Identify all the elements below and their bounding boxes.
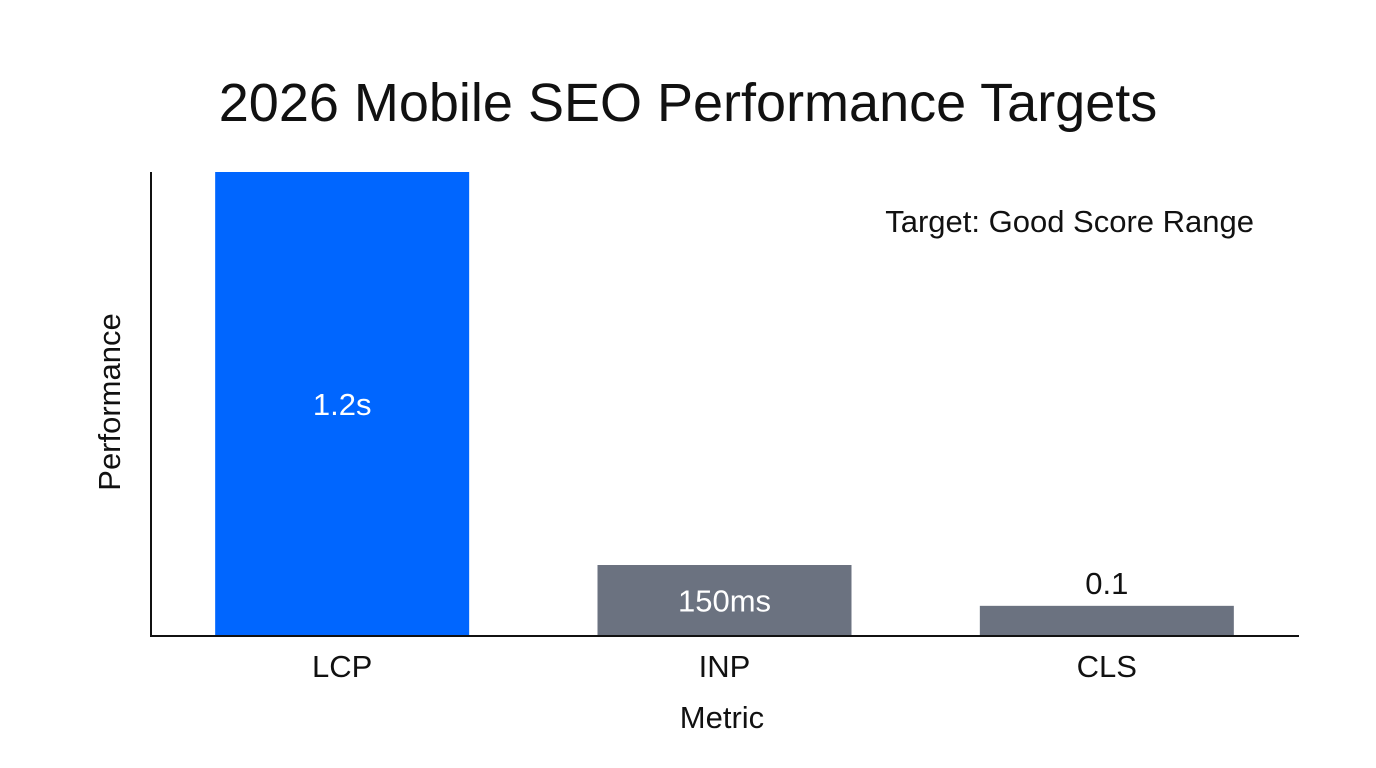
bar-cls	[979, 605, 1234, 636]
data-label-lcp: 1.2s	[313, 387, 372, 422]
y-axis-label: Performance	[92, 313, 127, 490]
bar-inp	[597, 565, 852, 636]
x-tick-label-inp: INP	[699, 649, 751, 684]
chart-title: 2026 Mobile SEO Performance Targets	[219, 73, 1158, 133]
x-tick-label-lcp: LCP	[312, 649, 372, 684]
bar-lcp	[215, 172, 470, 636]
data-label-inp: 150ms	[678, 584, 771, 619]
annotation: Target: Good Score Range	[885, 204, 1254, 239]
x-axis-label: Metric	[680, 700, 764, 735]
x-tick-label-cls: CLS	[1077, 649, 1137, 684]
data-label-cls: 0.1	[1085, 566, 1128, 601]
